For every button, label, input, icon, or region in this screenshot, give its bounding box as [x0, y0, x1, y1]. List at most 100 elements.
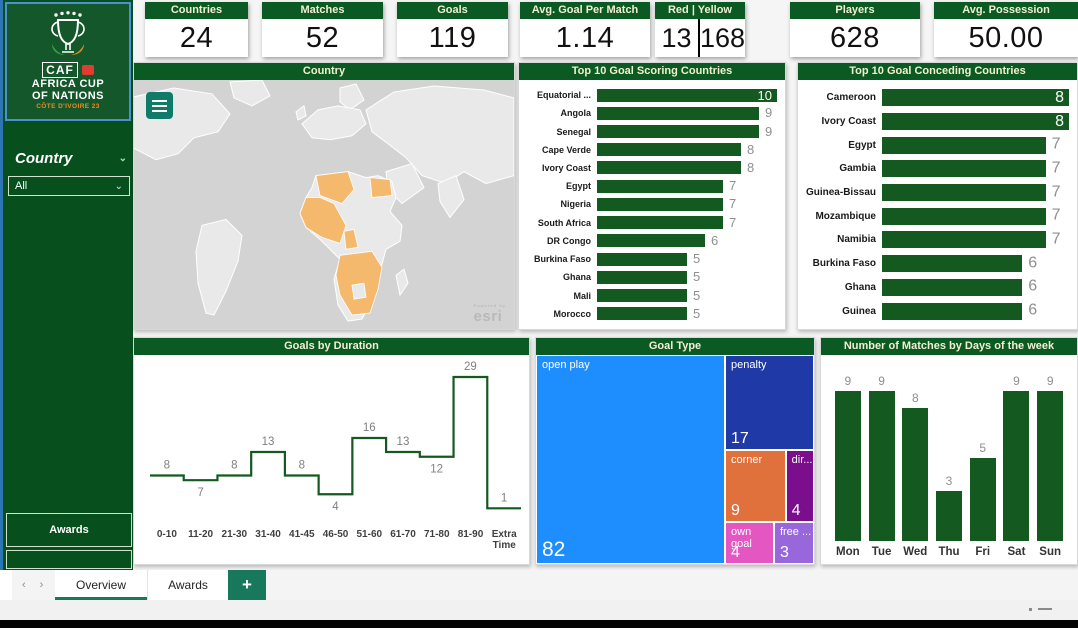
- add-page-button[interactable]: +: [228, 570, 266, 600]
- bar[interactable]: [936, 491, 963, 541]
- treemap-cell-label: open play: [542, 359, 590, 371]
- bar-row: Cape Verde 8: [523, 142, 777, 157]
- tab-awards[interactable]: Awards: [148, 570, 228, 600]
- bar-value-label: 7: [1051, 182, 1061, 200]
- treemap-cell-dir-[interactable]: dir... 4: [785, 450, 814, 523]
- axis-tick-label: 21-30: [221, 529, 248, 540]
- bar-value-label: 7: [1051, 206, 1061, 224]
- bar-value-label: 6: [1028, 253, 1038, 271]
- bar-category-label: DR Congo: [547, 235, 591, 246]
- bar[interactable]: [882, 207, 1046, 225]
- kpi-card-avg-goal-per-match[interactable]: Avg. Goal Per Match 1.14: [520, 2, 650, 57]
- bar[interactable]: [597, 143, 741, 157]
- treemap-cell-corner[interactable]: corner 9: [725, 450, 786, 523]
- chevron-down-icon[interactable]: ⌄: [118, 153, 127, 164]
- bar[interactable]: [882, 231, 1046, 249]
- logo-line-1: AFRICA CUP: [31, 78, 105, 90]
- kpi-divider: [697, 19, 700, 57]
- bar[interactable]: [597, 216, 723, 230]
- bar[interactable]: [597, 106, 759, 120]
- bar[interactable]: [902, 407, 929, 541]
- goal-conceding-panel: Top 10 Goal Conceding Countries Cameroon…: [797, 62, 1078, 330]
- menu-icon[interactable]: [146, 92, 173, 119]
- chevron-down-icon: ⌄: [114, 180, 123, 192]
- day-column: 3 Thu: [932, 361, 966, 558]
- tab-overview[interactable]: Overview: [55, 570, 148, 600]
- country-filter-dropdown[interactable]: All ⌄: [8, 176, 130, 196]
- tab-bar-corner: [0, 570, 12, 600]
- bar[interactable]: 8: [882, 113, 1069, 131]
- bar-row: Egypt 7: [802, 135, 1069, 154]
- bar[interactable]: [1037, 391, 1064, 541]
- treemap-cell-value: 9: [731, 502, 740, 520]
- treemap-cell-open-play[interactable]: open play 82: [536, 355, 726, 564]
- bar[interactable]: 10: [597, 88, 777, 102]
- treemap-cell-label: corner: [731, 454, 763, 467]
- world-map[interactable]: [134, 80, 514, 329]
- bar-row: South Africa 7: [523, 215, 777, 230]
- bar[interactable]: [597, 252, 687, 266]
- kpi-card-goals[interactable]: Goals 119: [397, 2, 508, 57]
- bar[interactable]: [597, 179, 723, 193]
- treemap-cell-free-[interactable]: free ... 3: [773, 522, 814, 564]
- bar-row: Namibia 7: [802, 230, 1069, 249]
- axis-tick-label: Sat: [1007, 546, 1026, 558]
- bar-row: Equatorial ... 10: [523, 88, 777, 102]
- bar[interactable]: [834, 391, 861, 541]
- awards-nav-button[interactable]: Awards: [6, 513, 132, 547]
- bar[interactable]: [969, 457, 996, 541]
- step-line[interactable]: [150, 375, 521, 510]
- bar[interactable]: [882, 255, 1023, 273]
- bar-row: Ivory Coast 8: [802, 113, 1069, 131]
- bar[interactable]: [1003, 391, 1030, 541]
- goals-by-duration-chart[interactable]: 8 7 8 13 8 4 16 13 12 29 1: [134, 355, 529, 527]
- data-point-label: 7: [197, 487, 203, 499]
- bar[interactable]: [882, 136, 1046, 154]
- bar[interactable]: [597, 161, 741, 175]
- bar-value-label: 7: [1051, 159, 1061, 177]
- goal-scoring-title: Top 10 Goal Scoring Countries: [519, 63, 785, 80]
- bar-value-label: 6: [1028, 277, 1038, 295]
- prev-page-arrow-icon[interactable]: ‹: [22, 579, 26, 591]
- day-column: 9 Tue: [865, 361, 899, 558]
- bar[interactable]: 8: [882, 89, 1069, 107]
- highlighted-countries[interactable]: [299, 171, 393, 316]
- bar[interactable]: [882, 184, 1046, 202]
- bar-category-label: Morocco: [553, 308, 591, 319]
- axis-tick-label: Thu: [938, 546, 960, 558]
- esri-attribution-logo: esri: [473, 308, 503, 325]
- data-point-label: 12: [430, 464, 443, 476]
- kpi-card-players[interactable]: Players 628: [790, 2, 920, 57]
- kpi-card-countries[interactable]: Countries 24: [145, 2, 248, 57]
- bar[interactable]: [882, 302, 1023, 320]
- kpi-card-matches[interactable]: Matches 52: [262, 2, 383, 57]
- bar[interactable]: [882, 278, 1023, 296]
- bar[interactable]: [597, 307, 687, 321]
- bar-value-label: 5: [693, 305, 701, 321]
- treemap-cell-penalty[interactable]: penalty 17: [725, 355, 814, 451]
- treemap-cell-label: free ...: [779, 526, 812, 539]
- kpi-card-red-yellow[interactable]: Red | Yellow 13 168: [655, 2, 745, 57]
- resize-dash-icon[interactable]: [1038, 608, 1052, 610]
- next-page-arrow-icon[interactable]: ›: [39, 579, 44, 591]
- kpi-value: 119: [428, 21, 477, 54]
- bar-value-label: 7: [1051, 135, 1061, 153]
- bar-value-label: 7: [1051, 230, 1061, 248]
- treemap-cell-label: penalty: [731, 359, 767, 371]
- treemap-cell-own-goal[interactable]: own goal 4: [725, 522, 774, 564]
- afcon-logo[interactable]: CAF AFRICA CUP OF NATIONS CÔTE D'IVOIRE …: [5, 2, 131, 121]
- bar[interactable]: [597, 234, 705, 248]
- bar[interactable]: [597, 289, 687, 303]
- treemap-cell-value: 3: [779, 543, 789, 561]
- goals-by-duration-panel: Goals by Duration 8 7 8 13 8 4 16 13 12 29 1 0-10 1…: [133, 337, 530, 565]
- axis-tick-label: 0-10: [156, 529, 177, 540]
- axis-tick-label: 61-70: [390, 529, 416, 540]
- bar[interactable]: [597, 125, 759, 139]
- bar[interactable]: [597, 197, 723, 211]
- trophy-icon: [51, 11, 85, 55]
- bar[interactable]: [882, 160, 1046, 178]
- bar[interactable]: [868, 391, 895, 541]
- bar[interactable]: [597, 270, 687, 284]
- kpi-value-yellow: 168: [699, 22, 745, 53]
- kpi-card-avg-possession[interactable]: Avg. Possession 50.00: [934, 2, 1078, 57]
